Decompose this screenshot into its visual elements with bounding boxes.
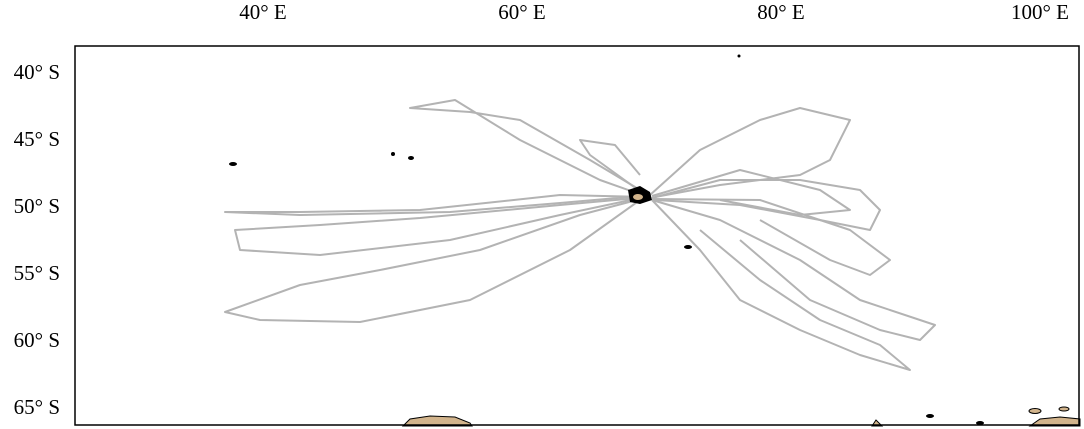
latitude-label: 65° S (14, 395, 60, 419)
land (1058, 406, 1070, 412)
island (633, 194, 643, 200)
track (651, 199, 911, 371)
latitude-label: 40° S (14, 60, 60, 84)
latitude-label: 50° S (14, 194, 60, 218)
track (224, 194, 649, 216)
latitude-label: 45° S (14, 127, 60, 151)
island (737, 54, 741, 58)
track (409, 99, 649, 198)
track (579, 139, 649, 198)
track (224, 196, 649, 323)
graticule-labels: 40° E 60° E 80° E 100° E 40° S 45° S 50° S 55° … (14, 0, 1069, 419)
island (926, 414, 934, 418)
island (684, 245, 692, 249)
track (651, 179, 881, 231)
latitude-label: 55° S (14, 261, 60, 285)
track (234, 196, 649, 256)
island (976, 421, 984, 425)
map-frame (74, 45, 1080, 426)
island (408, 156, 414, 160)
track (649, 107, 851, 198)
longitude-label: 40° E (239, 0, 286, 24)
latitude-label: 60° S (14, 328, 60, 352)
longitude-label: 60° E (498, 0, 545, 24)
track (651, 169, 851, 216)
longitude-label: 100° E (1011, 0, 1069, 24)
tracks (224, 99, 936, 371)
land (1028, 408, 1042, 414)
track (651, 198, 891, 276)
island (391, 152, 395, 156)
land (1028, 416, 1081, 427)
track (651, 199, 936, 341)
islands (229, 54, 984, 425)
land (401, 415, 473, 427)
longitude-label: 80° E (757, 0, 804, 24)
island (229, 162, 237, 166)
